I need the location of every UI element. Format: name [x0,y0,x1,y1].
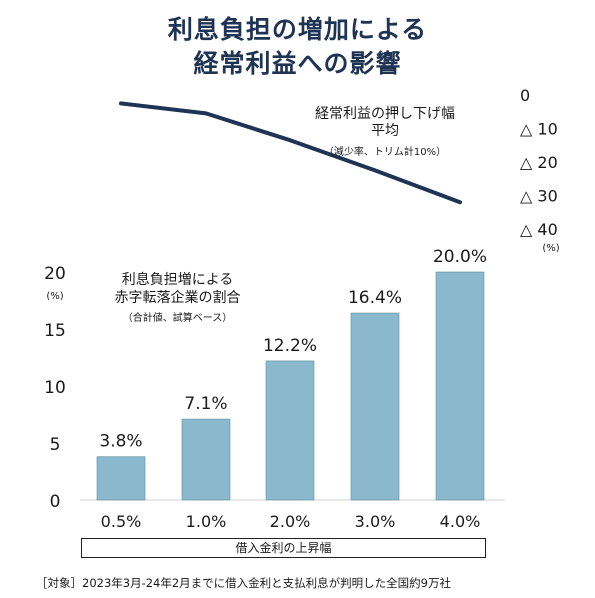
line-series-note: 経常利益の押し下げ幅 平均 （減少率、トリム計10%） [300,106,470,158]
bar [265,360,315,501]
x-tick-label: 0.5% [101,512,142,531]
bar-data-label: 12.2% [263,336,317,356]
footer-note: ［対象］2023年3月-24年2月までに借入金利と支払利息が判明した全国約9万社 [36,576,451,590]
chart-title-line-1: 利息負担の増加による [167,15,428,44]
right-y-tick-label: △ 10 [520,120,558,139]
right-y-tick-label: 0 [520,86,530,105]
bar [435,271,485,501]
left-y-tick-label: 10 [44,378,66,398]
bar [350,312,400,501]
x-tick-label: 1.0% [186,512,227,531]
line-note-sub: （減少率、トリム計10%） [323,147,447,158]
left-y-tick-label: 5 [50,435,61,455]
bar-data-label: 16.4% [348,288,402,308]
right-y-tick-label: △ 40 [520,220,558,239]
right-y-unit-label: (%) [542,243,559,254]
bar-data-label: 3.8% [99,432,142,452]
line-note-line-1: 経常利益の押し下げ幅 [315,106,455,122]
right-y-tick-label: △ 20 [520,153,558,172]
bar-note-line-1: 利息負担増による [121,272,234,288]
bar [96,456,146,501]
left-y-tick-label: 0 [50,492,61,512]
bar-data-label: 20.0% [433,247,487,267]
bar-series-note: 利息負担増による 赤字転落企業の割合 （合計値、試算ベース） [90,271,265,324]
bar [181,418,231,501]
x-tick-label: 2.0% [270,512,311,531]
right-y-tick-label: △ 30 [520,187,558,206]
left-y-tick-label: 15 [44,321,66,341]
x-axis-label: 借入金利の上昇幅 [81,538,486,558]
x-tick-label: 3.0% [355,512,396,531]
bar-data-label: 7.1% [184,394,227,414]
bar-note-line-2: 赤字転落企業の割合 [114,290,241,306]
x-tick-label: 4.0% [440,512,481,531]
left-y-tick-label: 20 [44,264,66,284]
line-note-line-2: 平均 [371,123,399,139]
line-series [119,101,462,205]
left-y-unit-label: (%) [46,291,63,302]
chart-title-line-2: 経常利益への影響 [193,49,402,78]
bar-note-sub: （合計値、試算ベース） [122,313,233,324]
